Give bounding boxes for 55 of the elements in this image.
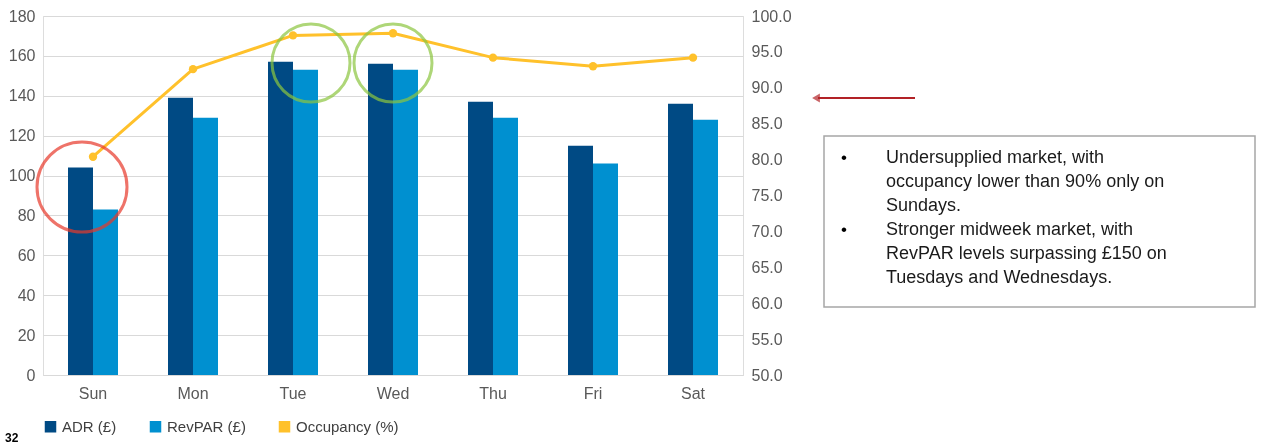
x-tick-label: Tue [279,384,307,402]
y2-tick-label: 55.0 [751,330,783,348]
point [188,64,198,74]
y-tick-label: 180 [8,7,36,25]
text: • Undersupplied market, with occupancy lower than 90% only on Sundays. [841,147,1165,215]
point [288,31,298,40]
y2-tick-label: 90.0 [751,79,783,97]
x-tick-label: Thu [479,384,507,402]
y2-tick-label: 65.0 [751,258,783,276]
legend-label: Occupancy (%) [296,417,399,435]
x-tick-label: Wed [376,384,410,402]
y-tick-label: 160 [8,47,36,65]
y-tick-label: 20 [17,326,36,344]
bar [168,97,193,375]
y2-tick-label: 70.0 [751,222,783,240]
text: • Stronger midweek market, with RevPAR levels surpassing £150 on Tuesdays and Wednesdays. [841,219,1167,287]
bar [68,167,93,375]
x-tick-label: Sat [680,384,706,402]
bar [493,117,518,375]
point [388,29,398,38]
bar [268,61,293,375]
y-tick-label: 120 [8,127,36,145]
point [688,53,698,62]
y2-tick-label: 50.0 [751,366,783,384]
point [88,152,98,161]
bar [568,145,593,375]
x-tick-label: Fri [583,384,603,402]
point [588,62,598,71]
bar [368,63,393,375]
bar [668,103,693,375]
bar [693,119,718,375]
y2-tick-label: 85.0 [751,115,783,133]
bar [193,117,218,375]
y-tick-label: 40 [17,286,36,304]
y-tick-label: 100 [8,167,36,185]
y-tick-label: 140 [8,87,36,105]
legend-label: ADR (£) [62,417,117,435]
text: 32 [5,431,19,445]
y-tick-label: 0 [26,366,36,384]
bar [468,101,493,375]
point [488,53,498,62]
bar [593,163,618,375]
x-tick-label: Mon [177,384,209,402]
y2-tick-label: 95.0 [751,43,783,61]
bar [93,209,118,375]
y-tick-label: 60 [17,246,36,264]
y2-tick-label: 100.0 [751,7,792,25]
y2-tick-label: 60.0 [751,294,783,312]
bar [293,69,318,375]
bar [393,69,418,375]
y-tick-label: 80 [17,206,36,224]
x-tick-label: Sun [78,384,108,402]
legend-label: RevPAR (£) [167,417,246,435]
y2-tick-label: 75.0 [751,187,783,204]
y2-tick-label: 80.0 [751,151,783,169]
